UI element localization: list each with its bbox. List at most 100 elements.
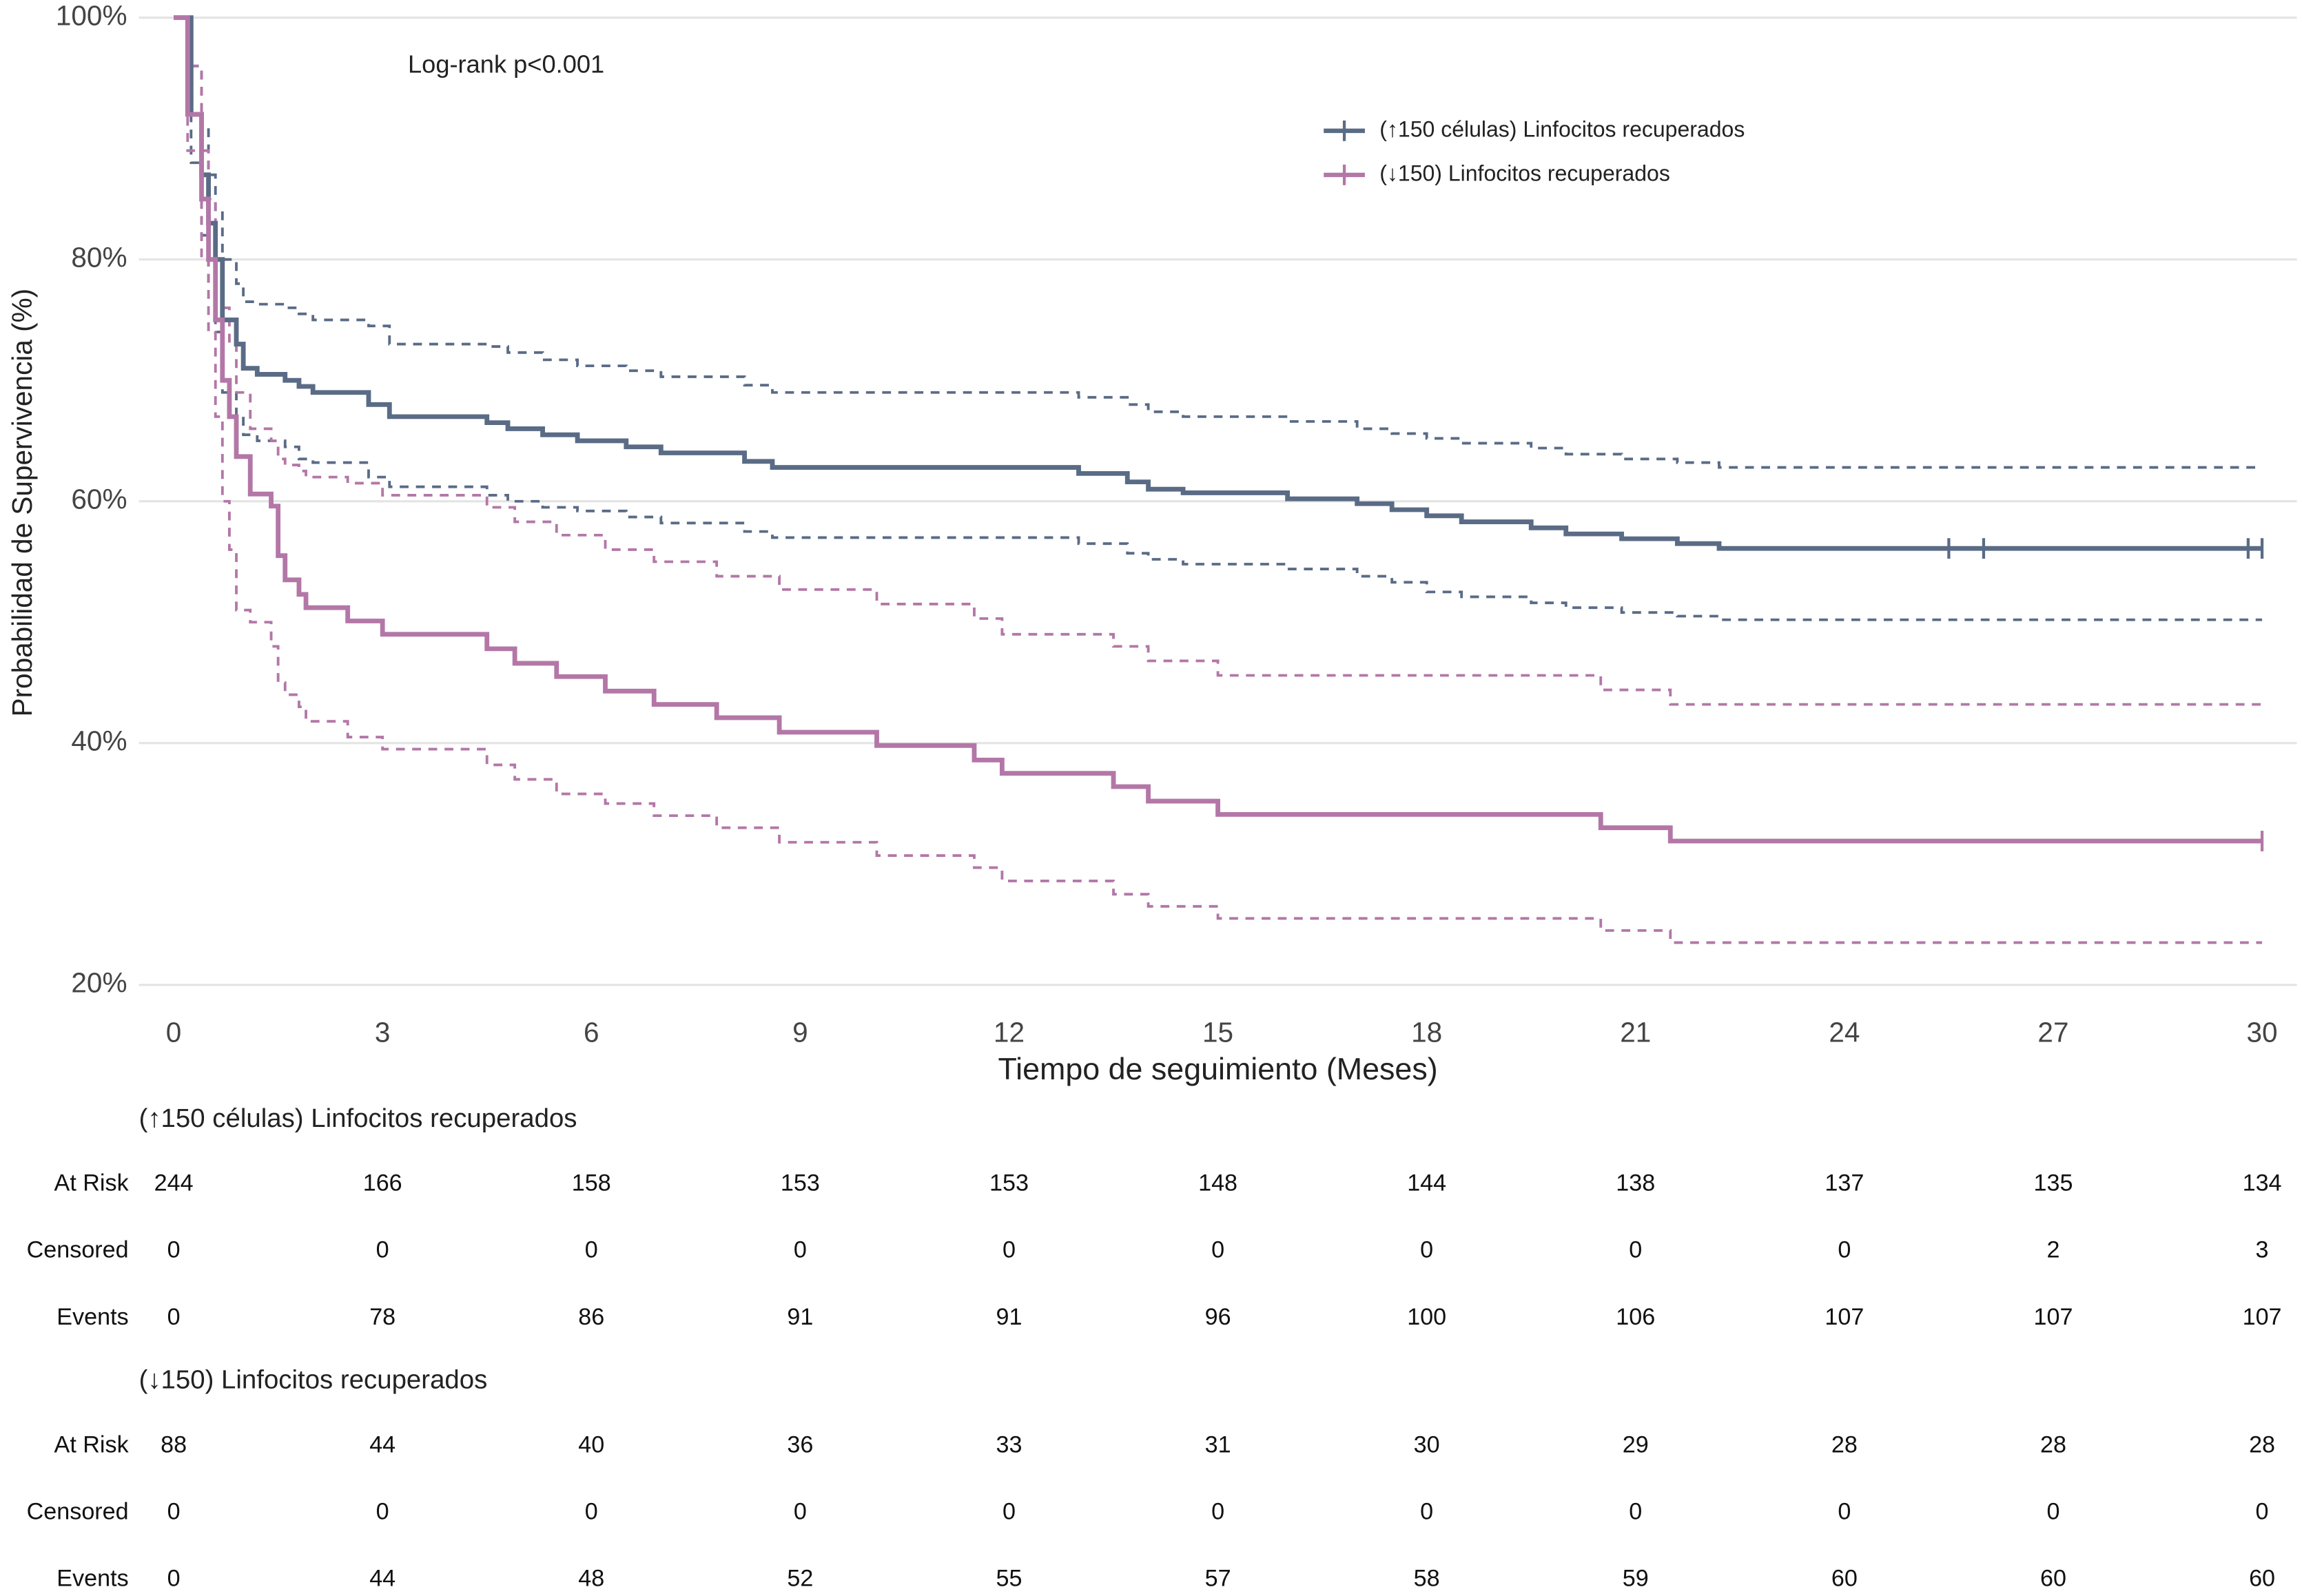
risk-value: 59 — [1623, 1566, 1649, 1592]
risk-value: 0 — [794, 1237, 807, 1263]
risk-value: 40 — [578, 1431, 604, 1458]
risk-value: 33 — [996, 1431, 1022, 1458]
risk-value: 0 — [585, 1498, 598, 1524]
risk-value: 48 — [578, 1566, 604, 1592]
risk-value: 138 — [1616, 1170, 1655, 1196]
annotation: Log-rank p<0.001 — [408, 50, 604, 79]
x-tick-label: 24 — [1829, 1017, 1860, 1048]
confidence-bound — [174, 16, 2263, 944]
risk-value: 44 — [369, 1431, 395, 1458]
risk-row-label: Censored — [27, 1498, 129, 1524]
risk-value: 28 — [1831, 1431, 1858, 1458]
x-tick-label: 12 — [994, 1017, 1025, 1048]
risk-value: 60 — [1831, 1566, 1858, 1592]
risk-value: 60 — [2040, 1566, 2066, 1592]
risk-value: 0 — [1420, 1498, 1433, 1524]
confidence-bound — [174, 16, 2263, 706]
risk-value: 158 — [572, 1170, 611, 1196]
risk-value: 29 — [1623, 1431, 1649, 1458]
survival-line — [174, 15, 2263, 844]
y-tick-label: 40% — [71, 725, 127, 757]
risk-value: 0 — [1838, 1237, 1851, 1263]
risk-value: 0 — [376, 1498, 389, 1524]
risk-row-label: Events — [56, 1566, 128, 1592]
risk-value: 0 — [585, 1237, 598, 1263]
y-tick-label: 80% — [71, 241, 127, 273]
x-axis-label: Tiempo de seguimiento (Meses) — [998, 1052, 1437, 1086]
risk-group-title: (↑150 células) Linfocitos recuperados — [139, 1103, 577, 1133]
survival-line — [174, 15, 2263, 551]
risk-value: 144 — [1407, 1170, 1446, 1196]
risk-value: 100 — [1407, 1304, 1446, 1330]
y-tick-label: 100% — [56, 0, 127, 31]
y-tick-label: 20% — [71, 967, 127, 999]
risk-value: 57 — [1205, 1566, 1231, 1592]
risk-value: 2 — [2046, 1237, 2059, 1263]
risk-value: 0 — [794, 1498, 807, 1524]
risk-value: 86 — [578, 1304, 604, 1330]
risk-value: 0 — [2256, 1498, 2269, 1524]
risk-value: 88 — [161, 1431, 187, 1458]
risk-value: 44 — [369, 1566, 395, 1592]
risk-row-label: At Risk — [54, 1170, 130, 1196]
risk-value: 28 — [2249, 1431, 2275, 1458]
risk-value: 0 — [1003, 1237, 1016, 1263]
risk-value: 0 — [1629, 1237, 1642, 1263]
risk-group-title: (↓150) Linfocitos recuperados — [139, 1365, 488, 1395]
risk-value: 148 — [1198, 1170, 1237, 1196]
risk-value: 91 — [787, 1304, 813, 1330]
risk-value: 107 — [2033, 1304, 2073, 1330]
x-tick-label: 6 — [584, 1017, 599, 1048]
risk-value: 52 — [787, 1566, 813, 1592]
x-tick-label: 0 — [166, 1017, 182, 1048]
risk-value: 0 — [2046, 1498, 2059, 1524]
x-tick-label: 15 — [1202, 1017, 1233, 1048]
risk-row-label: Censored — [27, 1237, 129, 1263]
risk-value: 91 — [996, 1304, 1022, 1330]
x-tick-label: 30 — [2247, 1017, 2278, 1048]
risk-value: 134 — [2243, 1170, 2282, 1196]
risk-value: 0 — [167, 1498, 181, 1524]
risk-value: 55 — [996, 1566, 1022, 1592]
risk-value: 28 — [2040, 1431, 2066, 1458]
risk-value: 30 — [1414, 1431, 1440, 1458]
x-tick-label: 9 — [792, 1017, 808, 1048]
x-tick-label: 18 — [1411, 1017, 1442, 1048]
risk-value: 0 — [376, 1237, 389, 1263]
risk-value: 60 — [2249, 1566, 2275, 1592]
risk-value: 153 — [989, 1170, 1029, 1196]
risk-value: 31 — [1205, 1431, 1231, 1458]
risk-value: 0 — [1838, 1498, 1851, 1524]
risk-value: 137 — [1825, 1170, 1864, 1196]
risk-value: 36 — [787, 1431, 813, 1458]
risk-value: 107 — [1825, 1304, 1864, 1330]
x-tick-label: 3 — [375, 1017, 391, 1048]
risk-value: 0 — [1629, 1498, 1642, 1524]
risk-value: 166 — [363, 1170, 402, 1196]
x-tick-label: 27 — [2037, 1017, 2068, 1048]
risk-value: 0 — [1420, 1237, 1433, 1263]
risk-value: 0 — [1211, 1237, 1224, 1263]
risk-row-label: At Risk — [54, 1431, 130, 1458]
y-axis-label: Probabilidad de Supervivencia (%) — [6, 289, 38, 717]
risk-value: 107 — [2243, 1304, 2282, 1330]
risk-value: 78 — [369, 1304, 395, 1330]
risk-value: 0 — [167, 1237, 181, 1263]
x-tick-label: 21 — [1620, 1017, 1651, 1048]
risk-value: 0 — [1211, 1498, 1224, 1524]
risk-value: 0 — [167, 1304, 181, 1330]
risk-value: 244 — [154, 1170, 194, 1196]
risk-value: 3 — [2256, 1237, 2269, 1263]
risk-value: 0 — [1003, 1498, 1016, 1524]
risk-value: 153 — [781, 1170, 820, 1196]
y-tick-label: 60% — [71, 483, 127, 515]
risk-row-label: Events — [56, 1304, 128, 1330]
confidence-bound — [174, 16, 2263, 621]
risk-value: 96 — [1205, 1304, 1231, 1330]
legend-label: (↓150) Linfocitos recuperados — [1379, 160, 1670, 185]
risk-value: 106 — [1616, 1304, 1655, 1330]
legend-label: (↑150 células) Linfocitos recuperados — [1379, 116, 1745, 141]
confidence-bound — [174, 16, 2263, 469]
